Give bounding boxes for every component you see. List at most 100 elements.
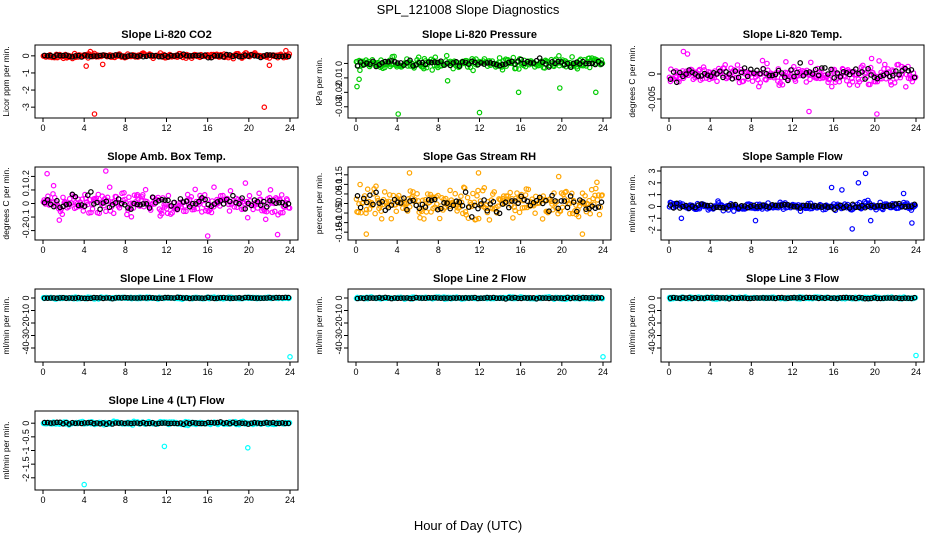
data-point — [372, 210, 378, 217]
average-point — [896, 72, 902, 78]
data-point — [357, 181, 363, 188]
average-point — [168, 52, 174, 59]
data-point — [481, 185, 488, 191]
data-point — [859, 76, 866, 83]
average-point — [63, 201, 69, 208]
x-tick-label: 8 — [749, 245, 754, 255]
average-point — [598, 61, 605, 67]
y-axis-label: degrees C per min. — [627, 45, 637, 117]
average-point — [518, 56, 525, 63]
outlier-point — [862, 170, 869, 177]
average-point — [388, 202, 395, 208]
data-point — [126, 194, 132, 201]
average-point — [883, 70, 890, 77]
average-point — [788, 203, 794, 209]
average-point — [189, 52, 196, 59]
average-point — [670, 69, 677, 75]
data-point — [262, 216, 269, 223]
panel-title: Slope Gas Stream RH — [423, 151, 536, 163]
data-point — [373, 183, 379, 190]
average-point — [428, 59, 435, 66]
average-point — [512, 61, 518, 67]
average-point — [763, 203, 770, 210]
average-point — [54, 52, 60, 58]
average-point — [505, 204, 512, 211]
average-point — [47, 295, 54, 301]
outlier-point — [363, 231, 370, 237]
outlier-point — [678, 215, 685, 222]
average-point — [561, 62, 568, 68]
average-point — [44, 295, 51, 302]
average-point — [202, 295, 208, 302]
average-point — [413, 202, 420, 209]
data-point — [877, 75, 883, 82]
y-tick-label: -0.5 — [21, 429, 31, 445]
y-tick-label: -2 — [21, 474, 31, 482]
average-point — [159, 53, 165, 60]
average-series — [41, 294, 292, 302]
average-point — [493, 61, 500, 68]
outlier-point — [752, 217, 759, 224]
y-tick-label: -1 — [21, 69, 31, 77]
average-point — [257, 202, 264, 209]
data-point — [242, 180, 249, 186]
data-point — [790, 63, 797, 70]
x-tick-label: 8 — [123, 245, 128, 255]
average-point — [567, 193, 574, 199]
x-tick-label: 8 — [749, 123, 754, 133]
average-point — [877, 73, 884, 80]
y-tick-label: -0.005 — [647, 86, 657, 112]
outlier-point — [828, 184, 835, 191]
data-point — [556, 52, 562, 59]
average-point — [60, 52, 66, 59]
y-axis-label: ml/min per min. — [1, 296, 11, 354]
average-point — [704, 202, 711, 209]
data-point — [388, 215, 395, 222]
average-point — [499, 61, 506, 68]
data-point — [159, 210, 165, 217]
average-point — [88, 53, 94, 60]
average-point — [809, 71, 816, 77]
panel-title: Slope Li-820 CO2 — [121, 29, 211, 41]
y-tick-label: -20 — [647, 316, 657, 329]
data-point — [121, 190, 127, 196]
average-point — [453, 198, 460, 205]
average-point — [394, 199, 401, 206]
average-point — [156, 295, 162, 302]
x-tick-label: 16 — [203, 123, 213, 133]
panel-5: Slope Gas Stream RH percent per min. 0 4 8 12… — [314, 151, 612, 255]
average-point — [388, 58, 395, 64]
average-point — [438, 58, 444, 65]
average-point — [140, 294, 147, 301]
y-tick-label: -3 — [21, 103, 31, 111]
data-point — [45, 193, 51, 200]
x-tick-label: 0 — [40, 123, 45, 133]
data-point — [280, 209, 286, 216]
average-point — [714, 204, 720, 211]
average-point — [370, 201, 376, 208]
data-point — [454, 208, 460, 214]
data-point — [792, 78, 799, 85]
data-point — [89, 206, 96, 212]
x-tick-label: 16 — [516, 123, 526, 133]
x-tick-label: 20 — [244, 245, 254, 255]
average-point — [846, 205, 853, 211]
average-point — [146, 205, 153, 211]
average-series — [667, 200, 918, 213]
figure-xlabel: Hour of Day (UTC) — [414, 518, 522, 533]
average-point — [242, 52, 249, 59]
average-point — [518, 193, 525, 200]
x-tick-label: 20 — [244, 495, 254, 505]
average-point — [852, 66, 859, 72]
data-point — [530, 202, 537, 209]
data-point — [110, 210, 117, 217]
y-tick-label: -20 — [334, 316, 344, 329]
x-tick-label: 12 — [474, 245, 484, 255]
average-point — [397, 200, 404, 206]
average-point — [106, 295, 113, 301]
y-tick-label: 0 — [647, 204, 657, 209]
y-tick-label: -1 — [21, 446, 31, 454]
data-point — [759, 57, 766, 64]
outlier-point — [839, 187, 845, 193]
average-point — [230, 53, 236, 60]
